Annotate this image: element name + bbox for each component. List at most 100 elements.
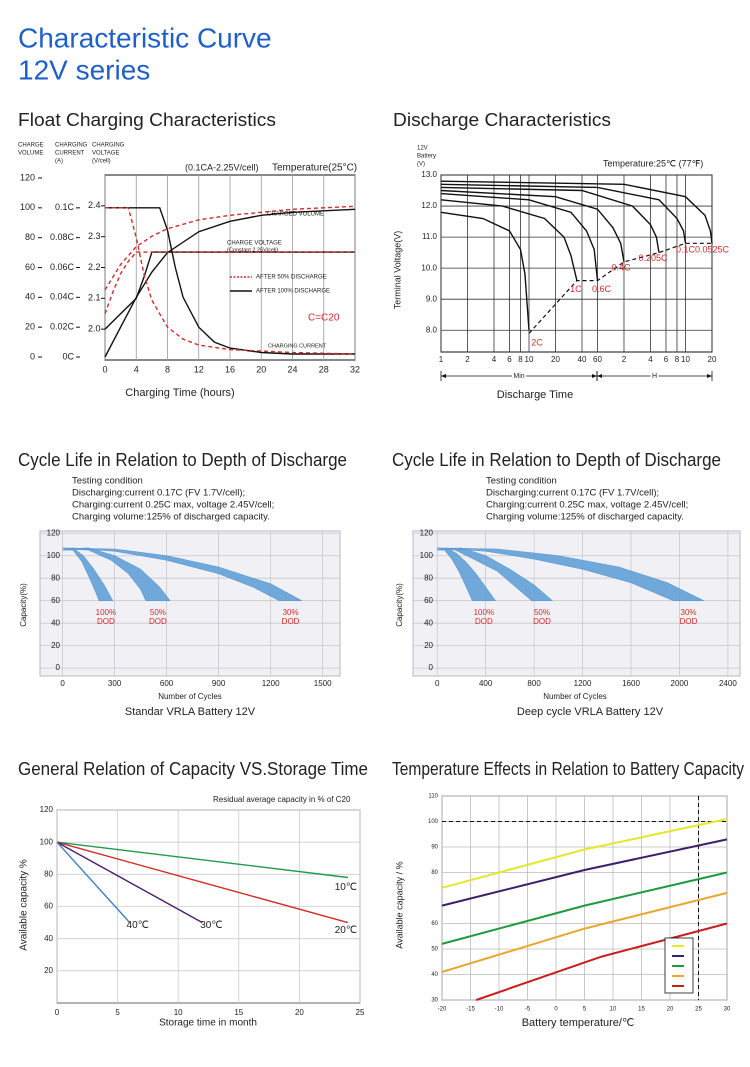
- x-tick-label: -20: [438, 1007, 447, 1013]
- note: Discharging:current 0.17C (FV 1.7V/cell)…: [486, 488, 659, 499]
- x-tick-label: 10: [174, 1008, 183, 1017]
- x-tick-label: 8: [518, 355, 523, 364]
- axis-header: CHARGING: [92, 143, 125, 149]
- x-tick-label: 300: [108, 679, 122, 688]
- y-tick-label: 0: [30, 351, 35, 361]
- y-tick-label: 20: [51, 641, 60, 650]
- series-line: [441, 891, 728, 973]
- y-tick-label: 11.0: [422, 232, 438, 241]
- axis-header: (V/cell): [92, 159, 111, 165]
- x-tick-label: 1500: [314, 679, 332, 688]
- axis-header: (V): [417, 162, 425, 168]
- y-axis-label: Terminal Voltage(V): [392, 231, 402, 310]
- x-tick-label: 12: [194, 364, 204, 374]
- x-tick-label: 1: [439, 355, 444, 364]
- axis-header: 12V: [417, 146, 428, 152]
- band-label: 50%: [150, 608, 166, 617]
- x-axis-label: Discharge Time: [497, 389, 573, 401]
- note: Charging volume:125% of discharged capac…: [72, 512, 270, 523]
- x-axis-label: Storage time in month: [159, 1018, 257, 1029]
- x-tick-label: 20: [256, 364, 266, 374]
- y2-tick-label: 0.04C: [50, 292, 75, 302]
- y-tick-label: 13.0: [421, 170, 437, 179]
- annotation: (Constant 2.25V/cell): [227, 247, 279, 253]
- x-tick-label: 4: [492, 355, 497, 364]
- annotation: (0.1CA-2.25V/cell): [185, 162, 259, 172]
- series-line: [475, 922, 728, 1001]
- x-tick-label: 6: [507, 355, 512, 364]
- legend-label: AFTER 100% DISCHARGE: [256, 289, 330, 295]
- chart-title: General Relation of Capacity VS.Storage …: [18, 759, 368, 779]
- y-tick-label: 110: [428, 794, 438, 800]
- axis-header: CHARGING: [55, 143, 88, 149]
- band-label: DOD: [149, 617, 167, 626]
- series-line: [105, 207, 356, 355]
- y-tick-label: 0: [429, 663, 434, 672]
- y-tick-label: 20: [424, 641, 433, 650]
- chart-title: Temperature Effects in Relation to Batte…: [392, 759, 744, 779]
- x-tick-label: 40: [578, 355, 587, 364]
- series-label: 40℃: [127, 920, 149, 931]
- y-tick-label: 90: [431, 845, 438, 851]
- annotation: C=C20: [308, 313, 340, 324]
- x-tick-label: 1600: [622, 679, 640, 688]
- band-label: DOD: [533, 617, 551, 626]
- series-label: 0.6C: [592, 284, 612, 294]
- band-label: DOD: [282, 617, 300, 626]
- x-axis-label: Battery temperature/℃: [522, 1017, 635, 1029]
- y3-tick-label: 2.3: [88, 231, 101, 241]
- band: [437, 547, 704, 601]
- y-tick-label: 60: [25, 262, 35, 272]
- band: [62, 547, 171, 601]
- page-title: Characteristic Curve: [18, 22, 272, 53]
- y-tick-label: 60: [424, 596, 433, 605]
- x-tick-label: 4: [134, 364, 139, 374]
- y-tick-label: 60: [431, 921, 438, 927]
- x-axis-label: Number of Cycles: [158, 692, 222, 701]
- y-tick-label: 120: [47, 528, 61, 537]
- axis-header: CHARGE: [18, 143, 44, 149]
- range-label: H: [652, 373, 657, 380]
- y-tick-label: 9.0: [426, 294, 438, 303]
- y-tick-label: 40: [44, 934, 53, 943]
- series-label: 0.1C: [676, 245, 696, 255]
- x-tick-label: 800: [527, 679, 541, 688]
- x-tick-label: -5: [525, 1007, 531, 1013]
- y-tick-label: 80: [424, 573, 433, 582]
- note: Charging volume:125% of discharged capac…: [486, 512, 684, 523]
- series-line: [56, 841, 131, 924]
- annotation: Temperature:25℃ (77℉): [603, 158, 703, 168]
- series-line: [104, 208, 356, 358]
- y-axis-label: Capacity(%): [19, 583, 28, 627]
- y-tick-label: 60: [51, 596, 60, 605]
- y-tick-label: 50: [431, 947, 438, 953]
- x-tick-label: 32: [350, 364, 360, 374]
- band-label: DOD: [680, 617, 698, 626]
- series-label: 10℃: [335, 882, 357, 893]
- y-tick-label: 100: [420, 551, 434, 560]
- legend-label: AFTER 50% DISCHARGE: [256, 275, 327, 281]
- annotation: CHARGE VOLTAGE: [227, 241, 282, 247]
- y-tick-label: 80: [51, 573, 60, 582]
- band-label: DOD: [475, 617, 493, 626]
- y-tick-label: 100: [20, 202, 35, 212]
- x-tick-label: 1200: [262, 679, 280, 688]
- chart-title: Cycle Life in Relation to Depth of Disch…: [18, 450, 347, 470]
- series-line: [56, 841, 348, 879]
- y2-tick-label: 0.06C: [50, 262, 75, 272]
- series-line: [56, 841, 349, 924]
- note: Testing condition: [486, 476, 557, 487]
- chart-title: Discharge Characteristics: [393, 110, 611, 130]
- x-tick-label: 20: [295, 1008, 304, 1017]
- series-line: [440, 186, 660, 253]
- y-tick-label: 40: [424, 618, 433, 627]
- annotation: CHARGING CURRENT: [268, 343, 327, 349]
- y-tick-label: 120: [20, 172, 35, 182]
- x-tick-label: 8: [165, 364, 170, 374]
- x-tick-label: 2400: [719, 679, 737, 688]
- x-tick-label: 5: [115, 1008, 120, 1017]
- x-tick-label: 20: [551, 355, 560, 364]
- x-tick-label: -10: [495, 1007, 504, 1013]
